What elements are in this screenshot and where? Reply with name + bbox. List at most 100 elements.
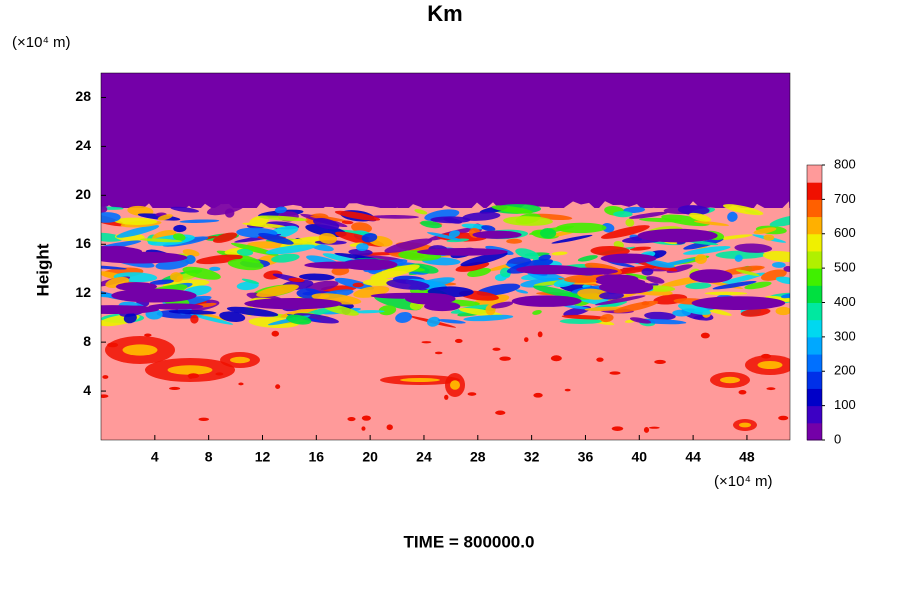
eddy [370,264,420,280]
speck [533,392,543,398]
eddy [182,249,200,257]
eddy [629,317,652,324]
eddy [149,279,174,285]
colorbar-segment [807,250,822,269]
eddy [309,215,347,222]
eddy [491,205,533,214]
eddy [637,228,718,243]
speck [643,427,650,433]
eddy [762,250,790,263]
eddy [101,265,127,270]
eddy [769,215,790,227]
speck [361,426,366,431]
x-tick-label: 12 [255,449,271,465]
x-tick-label: 20 [362,449,378,465]
eddy [472,230,522,239]
eddy [600,313,614,323]
eddy [775,306,790,316]
colorbar-tick-label: 0 [834,431,841,446]
x-tick-label: 16 [309,449,325,465]
speck [611,426,624,431]
upper-region [101,73,790,208]
eddy [678,303,711,315]
eddy [689,269,733,283]
eddy [173,224,187,233]
eddy [227,259,264,271]
eddy [226,306,279,317]
eddy [351,222,372,234]
eddy [704,291,748,296]
eddy [350,310,385,314]
speck [467,392,477,396]
speck [454,338,463,343]
eddy [318,233,337,244]
x-tick-label: 44 [685,449,701,465]
eddy [374,294,422,311]
eddy [644,259,675,268]
eddy [688,212,712,222]
eddy [600,225,650,239]
eddy [562,304,592,310]
speck [347,416,356,422]
streak [720,376,740,384]
eddy [511,295,582,307]
eddy [101,232,124,242]
eddy [236,248,254,256]
eddy [735,269,760,276]
colorbar-segment [807,199,822,218]
speck [596,357,604,362]
speck [169,386,181,390]
eddy [219,311,246,322]
x-tick-label: 32 [524,449,540,465]
speck [386,424,393,431]
eddy [288,277,305,283]
colorbar-tick-label: 600 [834,225,856,240]
eddy [491,301,514,309]
eddy [613,211,633,218]
speck [654,359,666,365]
eddy [539,228,557,239]
eddy [561,314,608,320]
streak [450,380,460,390]
speck [198,417,210,421]
eddy [641,268,654,276]
streak [757,361,783,369]
speck [609,371,621,375]
eddy [646,276,665,284]
eddy [384,238,433,253]
eddy [417,248,508,256]
eddy [753,227,777,235]
eddy [170,206,200,213]
eddy [460,252,508,267]
eddy [695,254,708,265]
eddy [137,213,181,221]
colorbar-segment [807,422,822,441]
eddy [405,293,456,305]
colorbar-tick-label: 200 [834,363,856,378]
eddy [258,232,294,245]
eddy [443,217,462,224]
eddy [628,211,668,219]
eddy [780,293,790,299]
colorbar-segment [807,319,822,338]
eddy [114,217,158,225]
y-tick-label: 20 [75,186,91,202]
eddy [101,205,108,214]
eddy [173,233,186,241]
eddy [556,222,607,234]
speck [524,337,529,343]
x-unit: (×10⁴ m) [714,473,773,490]
eddy [298,273,335,281]
eddy [559,318,603,325]
footer-time: TIME = 800000.0 [404,532,535,551]
colorbar-segment [807,354,822,372]
y-unit: (×10⁴ m) [12,34,71,51]
eddy [304,261,376,269]
eddy [727,211,738,222]
colorbar-tick-label: 800 [834,156,856,171]
eddy [719,272,766,285]
eddy [101,305,159,315]
speck [421,341,432,344]
eddy [256,284,299,298]
speck [537,331,543,338]
